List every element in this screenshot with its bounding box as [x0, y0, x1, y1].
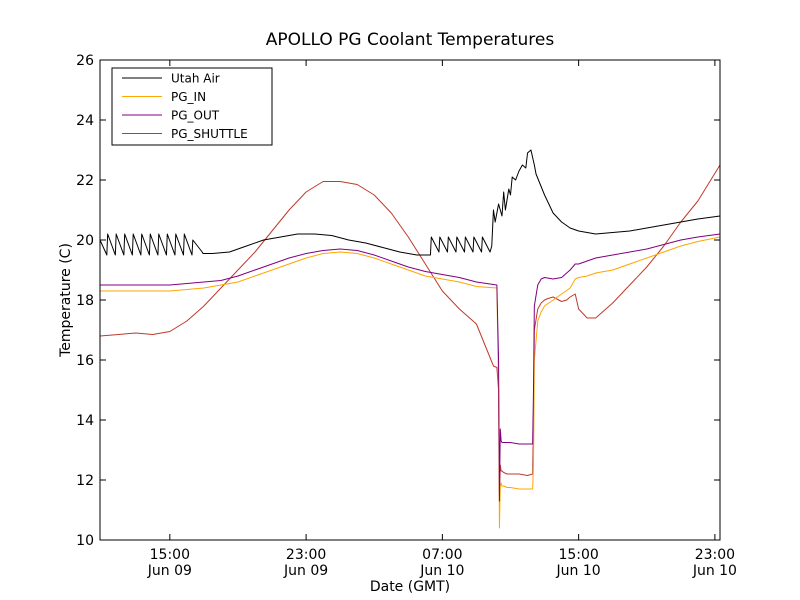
x-tick-label-time: 15:00 [558, 547, 598, 563]
x-axis-label: Date (GMT) [370, 579, 450, 595]
series-layer [99, 149, 721, 529]
series-line-pg-out [100, 233, 721, 502]
y-tick-label: 22 [76, 173, 94, 189]
y-tick-label: 12 [76, 473, 94, 489]
legend-label-pg-in: PG_IN [171, 90, 206, 104]
legend-label-utah-air: Utah Air [171, 72, 220, 86]
y-tick-label: 16 [76, 353, 94, 369]
legend-label-pg-out: PG_OUT [171, 109, 220, 123]
y-tick-label: 26 [76, 53, 94, 69]
plot-frame [99, 59, 721, 541]
x-tick-label-date: Jun 09 [283, 563, 328, 579]
legend: Utah Air PG_IN PG_OUT PG_SHUTTLE [111, 67, 273, 146]
x-tick-label-time: 15:00 [150, 547, 190, 563]
y-axis-label: Temperature (C) [58, 243, 74, 358]
x-tick-label-date: Jun 10 [556, 563, 601, 579]
x-tick-label-time: 23:00 [286, 547, 326, 563]
series-line-utah-air [99, 149, 721, 256]
chart-title: APOLLO PG Coolant Temperatures [266, 30, 555, 50]
y-tick-label: 10 [76, 533, 94, 549]
legend-label-pg-shuttle: PG_SHUTTLE [171, 127, 248, 141]
x-tick-label-date: Jun 10 [692, 563, 737, 579]
y-tick-label: 18 [76, 293, 94, 309]
series-line-pg-in [100, 236, 721, 529]
y-tick-label: 24 [76, 113, 94, 129]
y-tick-label: 20 [76, 233, 94, 249]
x-tick-label-date: Jun 09 [147, 563, 192, 579]
x-tick-label-date: Jun 10 [419, 563, 464, 579]
legend-box [111, 67, 273, 146]
series-line-pg-shuttle [99, 164, 721, 496]
x-tick-label-time: 23:00 [695, 547, 735, 563]
x-tick-label-time: 07:00 [422, 547, 462, 563]
y-tick-label: 14 [76, 413, 94, 429]
